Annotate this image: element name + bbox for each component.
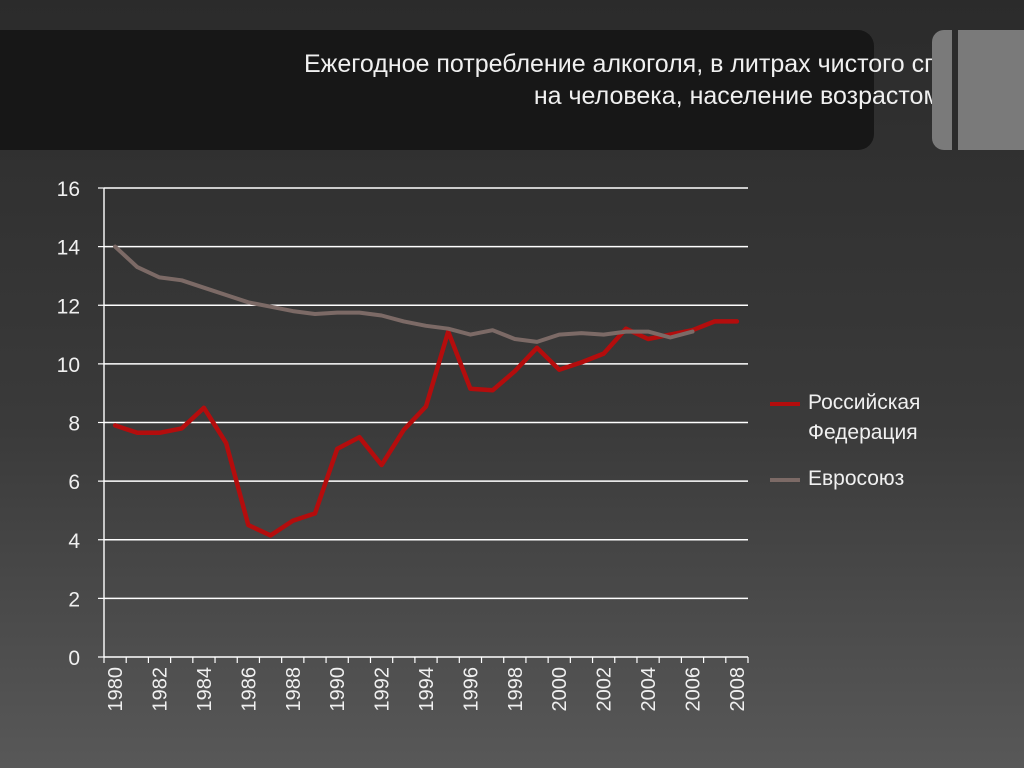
data-point-eu-1985 — [225, 294, 227, 296]
title-band — [0, 30, 874, 150]
legend-swatch-russia — [770, 402, 800, 406]
data-point-russia-1996 — [469, 387, 472, 390]
data-point-eu-1983 — [180, 279, 183, 282]
data-point-eu-2000 — [558, 333, 561, 336]
data-point-russia-1982 — [158, 431, 161, 434]
x-tick-label-1980: 1980 — [105, 667, 127, 712]
series-line-eu — [113, 244, 695, 344]
data-point-russia-1997 — [491, 389, 494, 392]
y-tick-label-0: 0 — [68, 647, 80, 670]
x-tick-label-1990: 1990 — [327, 667, 349, 712]
legend-item-eu: Евросоюз — [770, 464, 1010, 494]
legend-item-russia: Российская Федерация — [770, 388, 1010, 448]
data-point-russia-1992 — [380, 464, 383, 466]
x-tick-label-2008: 2008 — [727, 667, 749, 712]
y-tick-label-12: 12 — [57, 295, 80, 318]
y-tick-label-16: 16 — [57, 178, 80, 201]
x-tick-label-2004: 2004 — [638, 667, 660, 712]
data-point-russia-1995 — [447, 330, 450, 333]
data-point-eu-1994 — [425, 324, 427, 327]
data-point-eu-1996 — [469, 333, 472, 336]
x-tick-label-1996: 1996 — [460, 667, 482, 712]
data-point-russia-1998 — [514, 370, 516, 373]
x-tick-label-1988: 1988 — [283, 667, 305, 712]
data-point-russia-1988 — [291, 519, 294, 522]
data-point-eu-1995 — [447, 327, 450, 330]
data-point-eu-2002 — [602, 333, 605, 336]
y-tick-label-2: 2 — [68, 588, 80, 611]
chart-title-line-2: на человека, население возрастом 15+ — [533, 82, 990, 110]
data-point-russia-2005 — [669, 333, 672, 336]
data-point-russia-1991 — [358, 436, 361, 438]
y-tick-label-10: 10 — [57, 354, 80, 377]
data-point-eu-2003 — [625, 330, 627, 333]
x-tick-label-1982: 1982 — [150, 667, 172, 712]
data-point-eu-1989 — [314, 313, 316, 315]
x-tick-label-2002: 2002 — [594, 667, 616, 712]
data-point-eu-1998 — [514, 338, 516, 340]
decorative-stripe — [952, 30, 958, 150]
legend-label-eu: Евросоюз — [808, 467, 905, 490]
x-tick-label-1998: 1998 — [505, 667, 527, 712]
legend-label-russia: Российская Федерация — [808, 391, 921, 444]
data-point-russia-2000 — [558, 368, 561, 371]
data-point-russia-1980 — [114, 424, 116, 427]
x-tick-label-2000: 2000 — [549, 667, 571, 712]
data-point-russia-1984 — [203, 407, 205, 409]
data-point-russia-2008 — [736, 320, 738, 323]
legend-swatch-eu — [770, 478, 800, 482]
data-point-eu-2004 — [647, 330, 649, 333]
data-point-eu-2005 — [669, 336, 672, 339]
data-point-russia-1994 — [425, 405, 427, 408]
data-point-russia-2003 — [625, 327, 627, 330]
x-tick-label-1984: 1984 — [194, 667, 216, 712]
data-point-eu-1992 — [380, 314, 383, 317]
data-point-russia-1999 — [536, 346, 538, 349]
data-point-russia-1986 — [247, 524, 250, 526]
data-point-eu-1986 — [247, 301, 250, 304]
data-point-russia-2001 — [580, 361, 583, 364]
data-point-eu-1997 — [491, 329, 494, 331]
data-point-russia-2002 — [602, 352, 605, 355]
y-tick-label-14: 14 — [57, 237, 81, 260]
x-tick-label-2006: 2006 — [682, 667, 704, 712]
chart-title-line-1: Ежегодное потребление алкоголя, в литрах… — [304, 50, 990, 78]
y-tick-label-6: 6 — [68, 471, 80, 494]
y-tick-label-4: 4 — [68, 530, 80, 553]
data-point-eu-1990 — [336, 311, 338, 314]
data-point-eu-1991 — [358, 311, 361, 314]
data-point-russia-1989 — [314, 512, 316, 515]
data-point-russia-1990 — [336, 448, 338, 450]
series-line-russia — [112, 319, 740, 538]
decorative-corner-block — [932, 30, 1024, 150]
data-point-eu-1987 — [269, 305, 272, 308]
y-tick-label-8: 8 — [68, 413, 80, 436]
x-tick-label-1986: 1986 — [238, 667, 260, 712]
data-point-russia-2004 — [647, 338, 649, 340]
legend: Российская Федерация Евросоюз — [770, 388, 1010, 510]
data-point-eu-1980 — [114, 245, 116, 248]
data-point-eu-1984 — [203, 286, 205, 289]
data-point-eu-1981 — [136, 266, 139, 268]
data-point-russia-1983 — [180, 427, 183, 430]
x-tick-label-1992: 1992 — [372, 667, 394, 712]
decorative-block — [932, 30, 1024, 150]
data-point-russia-1993 — [402, 429, 405, 431]
data-point-eu-2006 — [691, 330, 694, 333]
x-tick-label-1994: 1994 — [416, 667, 438, 712]
data-point-russia-1987 — [269, 534, 272, 537]
data-point-russia-2007 — [713, 320, 716, 323]
chart-title: Ежегодное потребление алкоголя, в литрах… — [190, 48, 990, 112]
data-point-eu-1988 — [291, 310, 294, 312]
data-point-russia-1985 — [225, 442, 227, 444]
data-point-russia-1981 — [136, 431, 139, 434]
data-point-eu-1999 — [536, 341, 538, 343]
data-point-eu-1982 — [158, 276, 161, 279]
data-point-eu-1993 — [402, 320, 405, 323]
data-point-eu-2001 — [580, 332, 583, 334]
